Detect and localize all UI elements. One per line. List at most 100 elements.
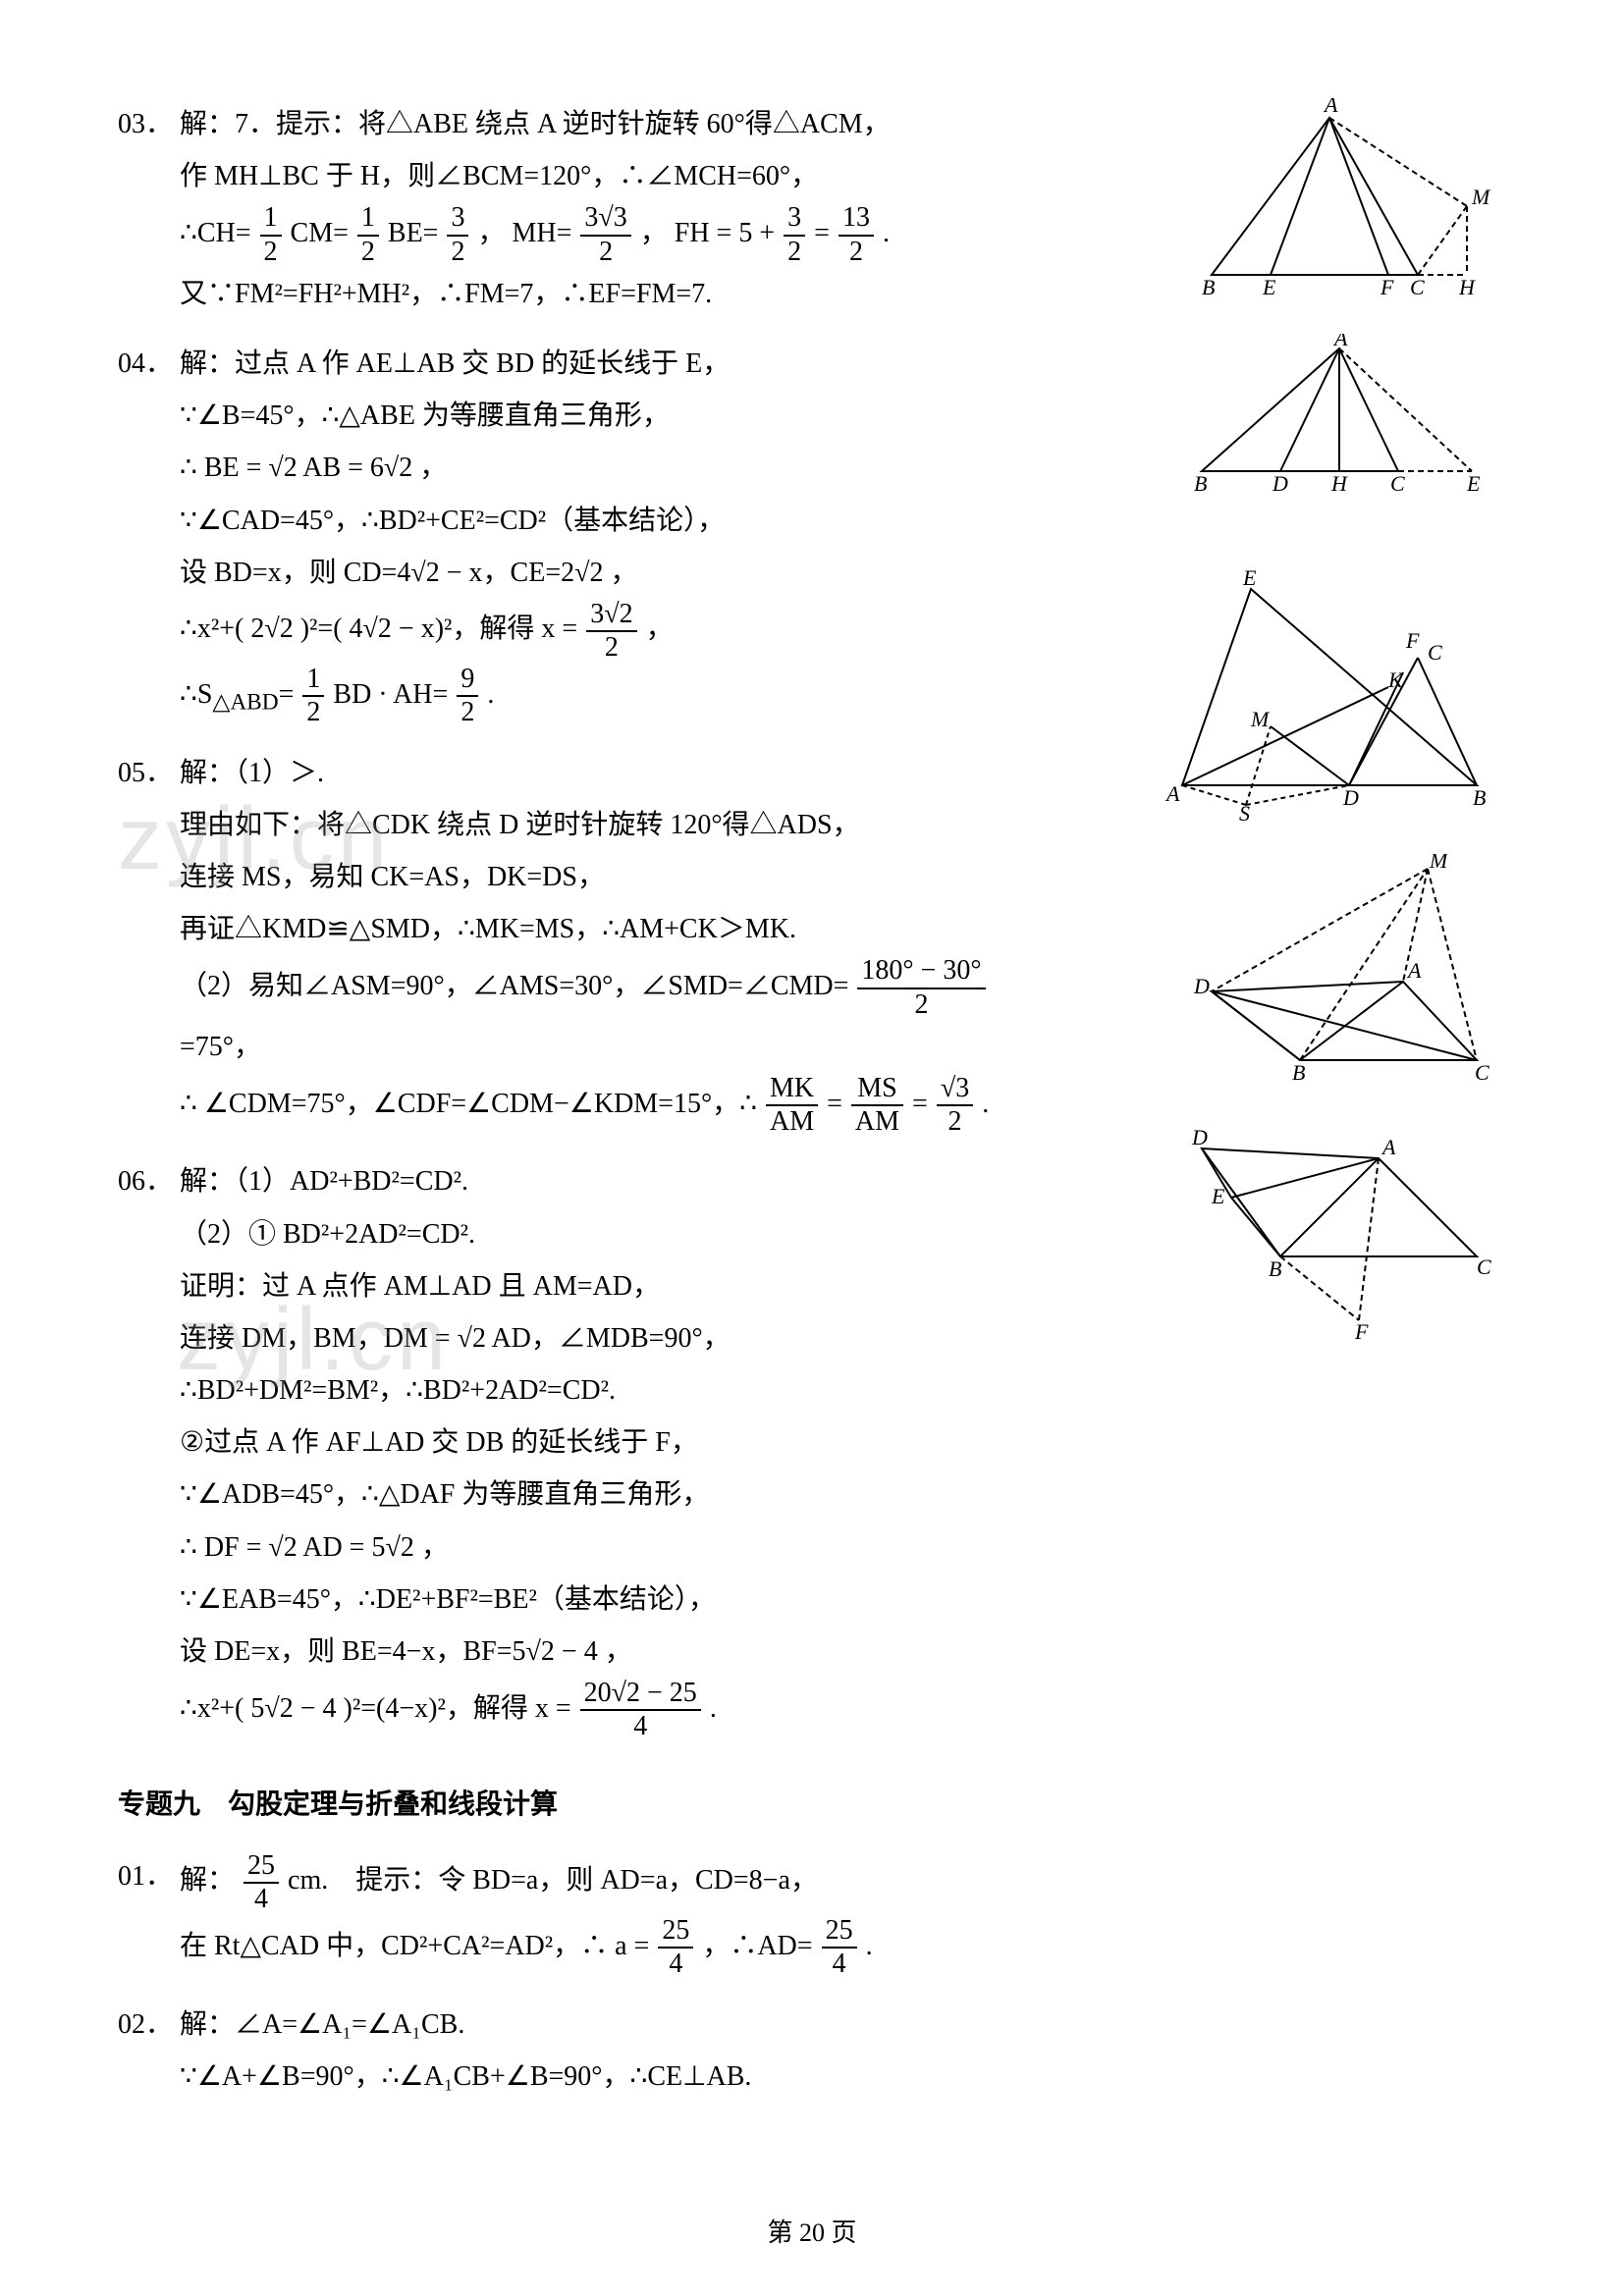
- p03-l3f: =: [814, 218, 837, 248]
- p04-l3b: AB = 6: [298, 453, 384, 483]
- problem-05: 05． 解：（1）＞. 理由如下：将△CDK 绕点 D 逆时针旋转 120°得△…: [118, 747, 1060, 1139]
- sqrt2f: √2: [363, 614, 392, 644]
- num: MS: [851, 1073, 903, 1106]
- frac-180-30: 180° − 30°2: [857, 955, 985, 1020]
- p06-l11a: ∴x²+( 5: [180, 1693, 264, 1724]
- problem-01-num: 01．: [118, 1850, 173, 1902]
- p03-l3d: ， MH=: [477, 218, 571, 248]
- num: 3: [447, 202, 468, 236]
- p06-l6: ②过点 A 作 AF⊥AD 交 DB 的延长线于 F，: [180, 1427, 698, 1458]
- den: 4: [244, 1884, 279, 1915]
- frac-25-4-c: 254: [822, 1915, 857, 1980]
- p03-line3: ∴CH= 12 CM= 12 BE= 32 ， MH= 3√32 ， FH = …: [180, 218, 890, 248]
- diagram-04: A B D H C E: [1172, 334, 1506, 501]
- num: 13: [839, 202, 874, 236]
- p04-l6d: ，: [646, 614, 674, 644]
- lbl-M: M: [1471, 185, 1491, 209]
- p04-l6c: − x)²，解得 x =: [392, 614, 584, 644]
- p05-l2: 理由如下：将△CDK 绕点 D 逆时针旋转 120°得△ADS，: [180, 810, 860, 840]
- diagram-06a: M A D B C: [1182, 854, 1506, 1099]
- frac-3-2: 32: [447, 202, 468, 267]
- p05-l5: （2）易知∠ASM=90°，∠AMS=30°，∠SMD=∠CMD= 180° −…: [180, 971, 988, 1062]
- p04-l5b: − x，CE=2: [440, 558, 574, 588]
- lbl-K: K: [1387, 667, 1404, 692]
- sqrt2j: √2: [526, 1636, 555, 1667]
- den: 2: [784, 237, 805, 268]
- sqrt2b: √2: [384, 453, 412, 483]
- p04-l6a: ∴x²+( 2: [180, 614, 264, 644]
- lbl-E: E: [1242, 569, 1257, 590]
- p05-l1: 解：（1）＞.: [180, 758, 324, 788]
- p02-l2: ∵∠A+∠B=90°，∴∠A₁CB+∠B=90°，∴CE⊥AB.: [180, 2061, 751, 2092]
- page-footer: 第 20 页: [0, 2209, 1624, 2257]
- lbl-C: C: [1390, 471, 1405, 496]
- lbl-B: B: [1473, 785, 1486, 810]
- p04-l5a: 设 BD=x，则 CD=4: [180, 558, 410, 588]
- p01-l1a: 解：: [180, 1865, 235, 1896]
- sqrt2i: √2: [385, 1532, 413, 1563]
- p05-l5a: （2）易知∠ASM=90°，∠AMS=30°，∠SMD=∠CMD=: [180, 971, 848, 1001]
- sqrt2k: √2: [264, 1693, 293, 1724]
- lbl-B: B: [1269, 1256, 1281, 1281]
- section-9-title: 专题九 勾股定理与折叠和线段计算: [118, 1779, 1060, 1831]
- problem-03-body: 解：7．提示：将△ABE 绕点 A 逆时针旋转 60°得△ACM， 作 MH⊥B…: [180, 98, 1054, 320]
- lbl-A: A: [1323, 98, 1338, 117]
- p05-l6c: =: [912, 1089, 935, 1119]
- frac-1-2-a: 12: [260, 202, 282, 267]
- problem-03: 03． 解：7．提示：将△ABE 绕点 A 逆时针旋转 60°得△ACM， 作 …: [118, 98, 1060, 320]
- p04-l5: 设 BD=x，则 CD=4√2 − x，CE=2√2 ，: [180, 558, 638, 588]
- den: 2: [447, 237, 468, 268]
- lbl-F: F: [1354, 1319, 1369, 1344]
- p01-l2: 在 Rt△CAD 中，CD²+CA²=AD²，∴ a = 254 ，∴AD= 2…: [180, 1931, 873, 1961]
- problem-02-num: 02．: [118, 1999, 173, 2051]
- frac-r3-2: √32: [937, 1073, 973, 1138]
- num: 1: [260, 202, 282, 236]
- den: 4: [580, 1711, 701, 1742]
- p03-line2: 作 MH⊥BC 于 H，则∠BCM=120°，∴∠MCH=60°，: [180, 161, 818, 191]
- problem-04-num: 04．: [118, 338, 173, 390]
- p01-l1: 解： 254 cm. 提示：令 BD=a，则 AD=a，CD=8−a，: [180, 1865, 818, 1896]
- diagram-06b: D A E B C F: [1172, 1119, 1506, 1345]
- p04-l3c: ，: [412, 453, 447, 483]
- lbl-H: H: [1330, 471, 1348, 496]
- p04-l7a: ∴S: [180, 679, 212, 710]
- frac-3-2b: 32: [784, 202, 805, 267]
- p04-l7c: BD · AH=: [333, 679, 448, 710]
- p01-l1b: cm. 提示：令 BD=a，则 AD=a，CD=8−a，: [288, 1865, 818, 1896]
- p06-l8: ∴ DF = √2 AD = 5√2 ，: [180, 1532, 449, 1563]
- frac-3r3-2: 3√32: [580, 202, 630, 267]
- frac-mk-am: MKAM: [766, 1073, 818, 1138]
- den: 2: [839, 237, 874, 268]
- p06-l4: 连接 DM，BM，DM = √2 AD，∠MDB=90°，: [180, 1323, 731, 1354]
- num: 180° − 30°: [857, 955, 985, 988]
- p06-l11: ∴x²+( 5√2 − 4 )²=(4−x)²，解得 x = 20√2 − 25…: [180, 1693, 717, 1724]
- den: 2: [302, 697, 324, 728]
- diagram-03: A B E F C H M: [1172, 98, 1506, 304]
- lbl-H: H: [1458, 275, 1476, 299]
- frac-1-2-c: 12: [302, 664, 324, 728]
- lbl-E: E: [1262, 275, 1276, 299]
- frac-3r2-2: 3√22: [586, 599, 636, 664]
- problem-02-body: 解：∠A=∠A₁=∠A₁CB. ∵∠A+∠B=90°，∴∠A₁CB+∠B=90°…: [180, 1999, 1054, 2103]
- problem-01: 01． 解： 254 cm. 提示：令 BD=a，则 AD=a，CD=8−a， …: [118, 1850, 1060, 1981]
- den: 2: [586, 632, 636, 664]
- p03-l3g: .: [883, 218, 890, 248]
- p04-l3a: ∴ BE =: [180, 453, 268, 483]
- num: √3: [937, 1073, 973, 1106]
- problem-03-num: 03．: [118, 98, 173, 150]
- den: AM: [766, 1106, 818, 1138]
- sqrt2g: √2: [458, 1323, 486, 1354]
- p03-l3a: ∴CH=: [180, 218, 251, 248]
- num: 25: [244, 1850, 279, 1884]
- content-column: 03． 解：7．提示：将△ABE 绕点 A 逆时针旋转 60°得△ACM， 作 …: [118, 98, 1060, 2103]
- p06-l3: 证明：过 A 点作 AM⊥AD 且 AM=AD，: [180, 1271, 660, 1302]
- lbl-M: M: [1429, 854, 1449, 873]
- lbl-B: B: [1202, 275, 1215, 299]
- p03-l3b: CM=: [291, 218, 349, 248]
- p01-l2c: .: [866, 1931, 873, 1961]
- frac-25-4-b: 254: [658, 1915, 693, 1980]
- p04-l6b: )²=( 4: [294, 614, 363, 644]
- p06-l8c: ，: [414, 1532, 449, 1563]
- p05-l5b: =75°，: [180, 1032, 261, 1062]
- p05-l6: ∴ ∠CDM=75°，∠CDF=∠CDM−∠KDM=15°，∴ MKAM = M…: [180, 1089, 989, 1119]
